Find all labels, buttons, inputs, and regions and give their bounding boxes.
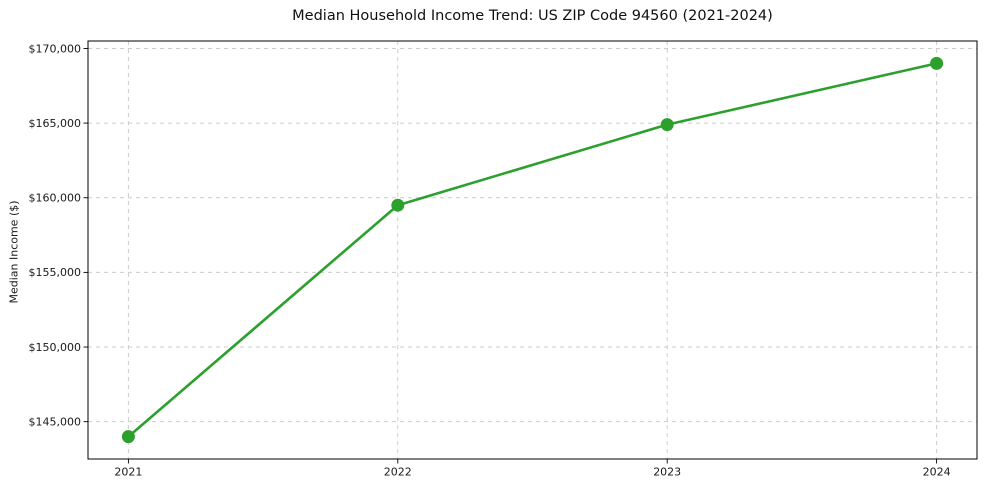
- y-tick-label: $160,000: [29, 192, 82, 205]
- income-trend-line: [127, 62, 938, 438]
- y-tick-label: $155,000: [29, 266, 82, 279]
- x-tick-label: 2021: [114, 466, 142, 479]
- y-tick-label: $145,000: [29, 415, 82, 428]
- chart-title: Median Household Income Trend: US ZIP Co…: [292, 8, 773, 24]
- plot-border: [87, 40, 978, 460]
- data-point-marker: [121, 430, 135, 444]
- data-point-marker: [930, 56, 944, 70]
- data-point-marker: [660, 118, 674, 132]
- data-point-marker: [391, 198, 405, 212]
- y-tick-label: $150,000: [29, 341, 82, 354]
- x-tick-label: 2022: [384, 466, 412, 479]
- y-tick-label: $170,000: [29, 42, 82, 55]
- x-tick-label: 2024: [923, 466, 951, 479]
- x-tick-label: 2023: [653, 466, 681, 479]
- y-tick-label: $165,000: [29, 117, 82, 130]
